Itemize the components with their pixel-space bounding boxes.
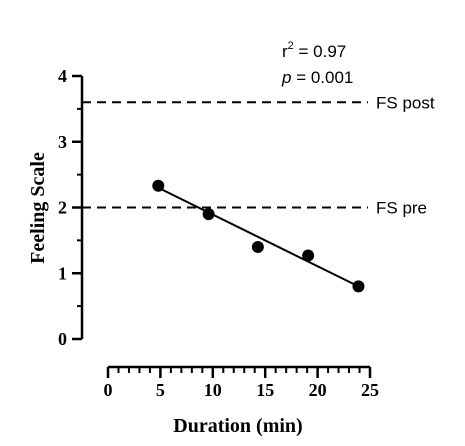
x-tick-label: 5: [156, 380, 165, 400]
data-point: [352, 280, 365, 293]
data-point: [202, 208, 215, 221]
data-points: [152, 179, 365, 293]
regression-line: [157, 186, 359, 288]
y-tick-label: 3: [58, 132, 67, 152]
x-tick-label: 0: [104, 380, 113, 400]
reference-line-label: FS pre: [376, 199, 427, 218]
data-point: [152, 179, 165, 192]
data-point: [302, 249, 315, 262]
x-tick-label: 15: [256, 380, 274, 400]
reference-lines: FS post FS pre: [82, 93, 435, 218]
x-axis-title: Duration (min): [173, 415, 302, 437]
y-tick-label: 1: [58, 263, 67, 283]
reference-line-label: FS post: [376, 93, 435, 112]
y-axis-title: Feeling Scale: [27, 152, 49, 264]
x-tick-label: 20: [309, 380, 327, 400]
x-tick-label: 25: [361, 380, 379, 400]
y-tick-label: 4: [58, 66, 67, 86]
y-ticks: 0 1 2 3 4: [58, 66, 82, 349]
x-tick-label: 10: [204, 380, 222, 400]
data-point: [251, 240, 264, 253]
x-ticks: 0 5 10 15 20 25: [104, 367, 379, 400]
y-tick-label: 2: [58, 198, 67, 218]
p-value-annotation: p = 0.001: [281, 68, 353, 87]
r-squared-annotation: r2 = 0.97: [282, 40, 346, 61]
y-tick-label: 0: [58, 329, 67, 349]
